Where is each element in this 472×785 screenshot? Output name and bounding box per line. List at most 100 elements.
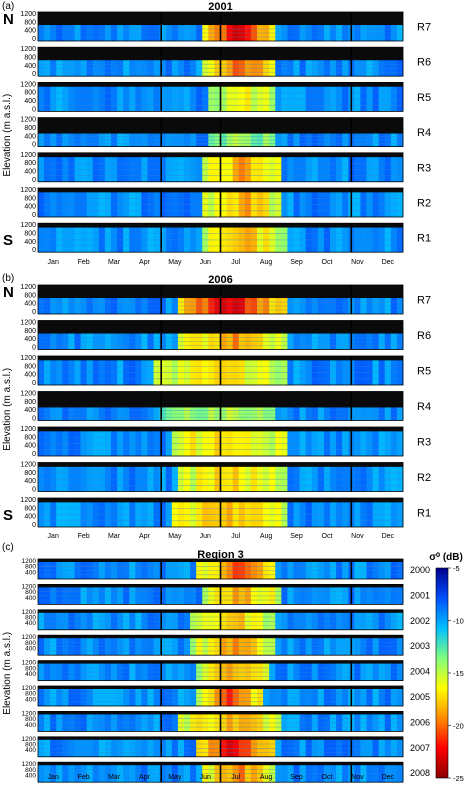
xtick-label: Oct — [322, 259, 333, 266]
ytick-label: 800 — [24, 292, 36, 299]
xtick-label: Sep — [290, 259, 303, 266]
colorbar-tick-label: -15 — [453, 669, 464, 678]
ytick-label: 1200 — [20, 391, 36, 398]
xtick-label: May — [168, 259, 182, 266]
xtick-label: Jul — [231, 774, 240, 781]
ytick-label: 0 — [32, 106, 36, 113]
ytick-label: 800 — [25, 589, 36, 596]
ytick-label: 400 — [24, 63, 36, 70]
colorbar-tick-label: -10 — [453, 617, 464, 626]
ylabel: Elevation (m a.s.l.) — [2, 368, 13, 451]
xtick-label: Sep — [290, 774, 303, 781]
xtick-label: Feb — [78, 774, 90, 781]
ytick-label: 1200 — [22, 710, 37, 717]
panel-label: (b) — [2, 273, 14, 284]
ytick-label: 400 — [24, 336, 36, 343]
xtick-label: Sep — [290, 533, 303, 540]
row-frame — [37, 736, 404, 758]
ytick-label: 1200 — [20, 497, 36, 504]
ytick-label: 400 — [24, 169, 36, 176]
ytick-label: 400 — [25, 722, 36, 729]
ytick-label: 800 — [24, 505, 36, 512]
row-label: R4 — [417, 127, 431, 139]
ytick-label: 400 — [24, 443, 36, 450]
ytick-label: 0 — [32, 212, 36, 219]
panel-label: (c) — [2, 542, 14, 553]
ytick-label: 400 — [25, 747, 36, 754]
ytick-label: 800 — [25, 640, 36, 647]
ytick-label: 400 — [24, 98, 36, 105]
xtick-label: Jun — [200, 774, 211, 781]
xtick-label: Oct — [322, 774, 333, 781]
xtick-label: May — [168, 774, 182, 781]
xtick-label: Nov — [351, 533, 364, 540]
ytick-label: 0 — [32, 345, 36, 352]
xtick-label: Mar — [108, 533, 121, 540]
row-label: R2 — [417, 472, 431, 484]
row-frame — [37, 82, 404, 112]
side-label-south: S — [3, 232, 13, 249]
ytick-label: 400 — [25, 595, 36, 602]
ytick-label: 0 — [32, 380, 36, 387]
row-frame — [37, 711, 404, 732]
ytick-label: 800 — [24, 125, 36, 132]
ytick-label: 400 — [25, 646, 36, 653]
colorbar-tick-label: -25 — [453, 774, 464, 783]
row-label: R4 — [417, 401, 431, 413]
colorbar-tick-label: -5 — [453, 564, 460, 573]
row-label: R6 — [417, 330, 431, 342]
row-label: R7 — [417, 22, 431, 34]
ytick-label: 1200 — [20, 46, 36, 53]
ytick-label: 0 — [32, 416, 36, 423]
ytick-label: 1200 — [22, 660, 37, 667]
side-label-south: S — [3, 507, 13, 524]
row-label: R6 — [417, 57, 431, 69]
colorbar-gradient — [435, 567, 449, 779]
xtick-label: Jul — [231, 259, 240, 266]
xtick-label: Jan — [48, 259, 59, 266]
row-frame — [37, 497, 404, 528]
ytick-label: 1200 — [20, 222, 36, 229]
row-frame — [37, 187, 404, 218]
row-frame — [37, 634, 404, 656]
ytick-label: 1200 — [22, 583, 37, 590]
ytick-label: 0 — [32, 247, 36, 254]
row-frame — [37, 426, 404, 457]
ytick-label: 1200 — [22, 609, 37, 616]
xtick-label: Jul — [231, 533, 240, 540]
ytick-label: 800 — [25, 742, 36, 749]
row-frame — [37, 46, 404, 77]
ytick-label: 800 — [25, 691, 36, 698]
ytick-label: 800 — [24, 399, 36, 406]
ylabel: Elevation (m a.s.l.) — [2, 94, 13, 177]
ytick-label: 400 — [24, 28, 36, 35]
ytick-label: 800 — [24, 19, 36, 26]
row-frame — [37, 609, 404, 631]
xtick-label: Jun — [200, 259, 211, 266]
row-frame — [37, 685, 404, 707]
ytick-label: 800 — [25, 665, 36, 672]
xtick-label: Feb — [78, 533, 90, 540]
panel-0: (a) 200112008004000R712008004000R61200800… — [2, 1, 431, 266]
row-frame — [37, 117, 404, 147]
ytick-label: 400 — [24, 204, 36, 211]
ytick-label: 800 — [25, 716, 36, 723]
ytick-label: 0 — [32, 177, 36, 184]
row-frame — [37, 391, 404, 421]
xtick-label: Jan — [48, 533, 59, 540]
ytick-label: 1200 — [20, 426, 36, 433]
